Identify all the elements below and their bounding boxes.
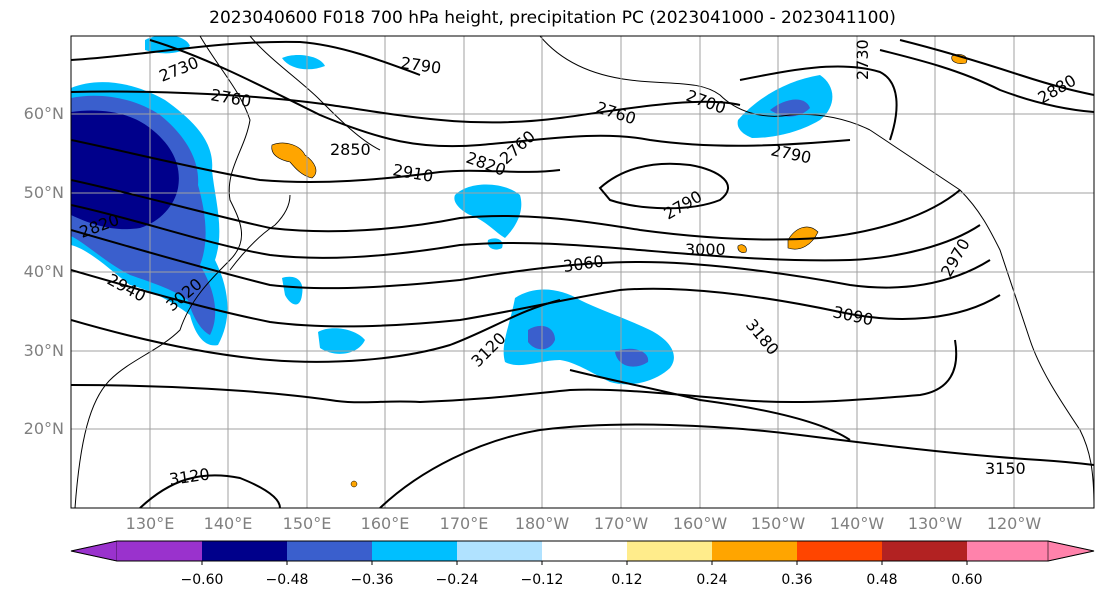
precip-area-central-pacific: [454, 184, 522, 238]
contour-label: 2850: [330, 140, 371, 159]
contour-line: [569, 369, 851, 441]
contour-line: [71, 40, 421, 76]
lon-label: 140°W: [829, 514, 885, 533]
contour-line: [149, 39, 851, 148]
lon-label: 170°W: [593, 514, 649, 533]
lon-label: 130°W: [907, 514, 963, 533]
map-panel: 2730 2760 2790 2850 2910 2820 2760 2700 …: [71, 36, 1094, 508]
lon-label: 140°E: [203, 514, 253, 533]
colorbar-swatch: [457, 541, 542, 561]
lon-label: 120°W: [986, 514, 1042, 533]
colorbar-tick-label: 0.12: [611, 572, 643, 588]
precip-area-asia-dark-2: [80, 175, 113, 212]
precip-positive-small-3: [350, 480, 358, 488]
colorbar: [70, 540, 1095, 565]
contour-line: [139, 474, 281, 508]
contour-line: [899, 39, 1094, 96]
lat-label: 30°N: [23, 341, 64, 360]
lon-label: 150°W: [750, 514, 806, 533]
precip-area-gulf-of-alaska-mid: [770, 99, 810, 117]
lon-label: 160°E: [360, 514, 410, 533]
map-title: 2023040600 F018 700 hPa height, precipit…: [209, 8, 896, 28]
colorbar-swatch: [712, 541, 797, 561]
contour-line: [71, 229, 991, 290]
height-contours: [71, 39, 1094, 508]
colorbar-tick-label: 0.48: [866, 572, 898, 588]
lon-label: 150°E: [282, 514, 332, 533]
contour-line: [71, 339, 958, 404]
lon-label: 130°E: [125, 514, 175, 533]
lat-label: 60°N: [23, 104, 64, 123]
graticule: [71, 36, 1094, 508]
contour-line: [71, 269, 1001, 328]
contour-line: [71, 179, 961, 241]
contour-line: [71, 139, 561, 183]
colorbar-swatch: [1047, 540, 1095, 562]
contour-line: [71, 90, 741, 124]
lat-label: 40°N: [23, 262, 64, 281]
contour-line: [71, 299, 561, 363]
colorbar-swatch: [287, 541, 372, 561]
colorbar-tick-label: −0.48: [265, 572, 309, 588]
contour-label: 3000: [685, 240, 726, 259]
colorbar-tick-label: 0.24: [696, 572, 728, 588]
coastline-north-america: [869, 129, 1094, 508]
colorbar-tick-label: −0.12: [520, 572, 564, 588]
precip-positive-kamchatka: [271, 142, 317, 179]
precip-area-east-asia-small: [282, 276, 303, 305]
contour-line: [598, 162, 729, 210]
colorbar-swatch: [627, 541, 712, 561]
precip-area-subtropical-pacific-mid-2: [615, 348, 649, 367]
colorbar-tick-label: −0.24: [435, 572, 479, 588]
contour-line: [879, 49, 1094, 113]
colorbar-tick-label: 0.60: [951, 572, 983, 588]
coastlines: [74, 36, 1094, 508]
colorbar-tick-label: −0.60: [180, 572, 224, 588]
colorbar-swatch: [882, 541, 967, 561]
colorbar-swatch: [372, 541, 457, 561]
colorbar-tick-label: 0.36: [781, 572, 813, 588]
precip-area-pacific-small: [318, 328, 365, 354]
colorbar-swatch: [117, 541, 202, 561]
lon-label: 160°W: [672, 514, 728, 533]
contour-line: [739, 65, 898, 141]
lon-label: 170°E: [439, 514, 489, 533]
coastline-japan: [229, 194, 291, 271]
contour-line: [71, 204, 981, 262]
lat-label: 50°N: [23, 183, 64, 202]
precip-area-north-pacific-b: [282, 54, 325, 70]
coastline-alaska: [539, 36, 871, 131]
contour-line: [379, 423, 1094, 508]
colorbar-swatch: [542, 541, 627, 561]
coastline-kamchatka: [249, 36, 381, 151]
precip-positive-small-1: [737, 244, 747, 253]
contour-label: 3150: [985, 459, 1026, 478]
lon-label: 180°W: [514, 514, 570, 533]
colorbar-swatch: [797, 541, 882, 561]
colorbar-swatch: [967, 541, 1048, 561]
colorbar-swatch: [202, 541, 287, 561]
map-frame: [70, 35, 1095, 509]
colorbar-tick-label: −0.36: [350, 572, 394, 588]
colorbar-swatch: [70, 540, 118, 562]
contour-label: 2730: [853, 39, 872, 80]
lat-label: 20°N: [23, 419, 64, 438]
colorbar-outline: [70, 540, 1095, 562]
